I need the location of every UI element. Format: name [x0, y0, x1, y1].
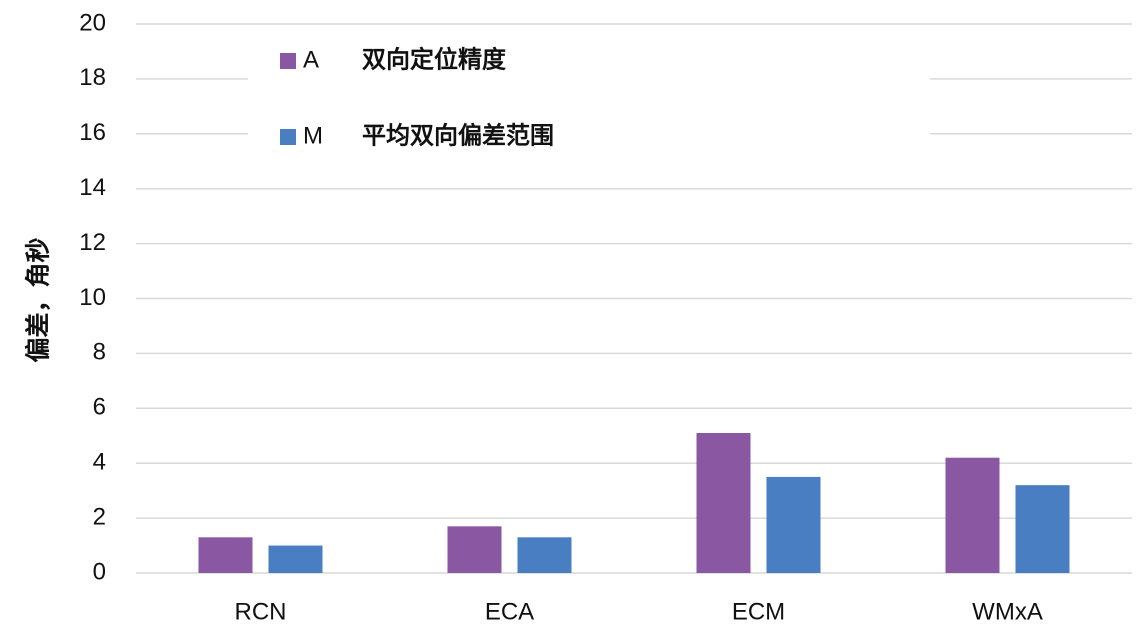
legend-background	[248, 40, 930, 166]
y-axis-label: 偏差，角秒	[24, 237, 53, 362]
y-tick-label: 12	[79, 229, 106, 256]
x-tick-label: ECM	[732, 598, 785, 625]
legend-description: 双向定位精度	[362, 45, 507, 73]
legend-swatch	[280, 53, 296, 69]
y-tick-label: 10	[79, 284, 106, 311]
y-tick-label: 14	[79, 174, 106, 201]
bar	[447, 526, 502, 573]
legend-label: M	[303, 122, 323, 149]
x-tick-label: RCN	[235, 598, 287, 625]
y-tick-label: 16	[79, 119, 106, 146]
legend-label: A	[303, 46, 319, 73]
legend-swatch	[280, 129, 296, 145]
y-tick-label: 8	[93, 339, 106, 366]
y-tick-label: 0	[93, 558, 106, 585]
bar	[766, 476, 821, 573]
bar	[945, 457, 1000, 573]
y-tick-label: 4	[93, 449, 106, 476]
y-tick-label: 20	[79, 9, 106, 36]
x-tick-label: ECA	[485, 598, 534, 625]
legend-description: 平均双向偏差范围	[362, 121, 554, 149]
bar	[1015, 485, 1070, 573]
bar	[696, 433, 751, 573]
y-tick-label: 6	[93, 394, 106, 421]
y-tick-label: 18	[79, 64, 106, 91]
bar	[198, 537, 253, 573]
y-tick-label: 2	[93, 503, 106, 530]
bar	[517, 537, 572, 573]
bar	[268, 545, 323, 573]
x-tick-label: WMxA	[972, 598, 1043, 625]
